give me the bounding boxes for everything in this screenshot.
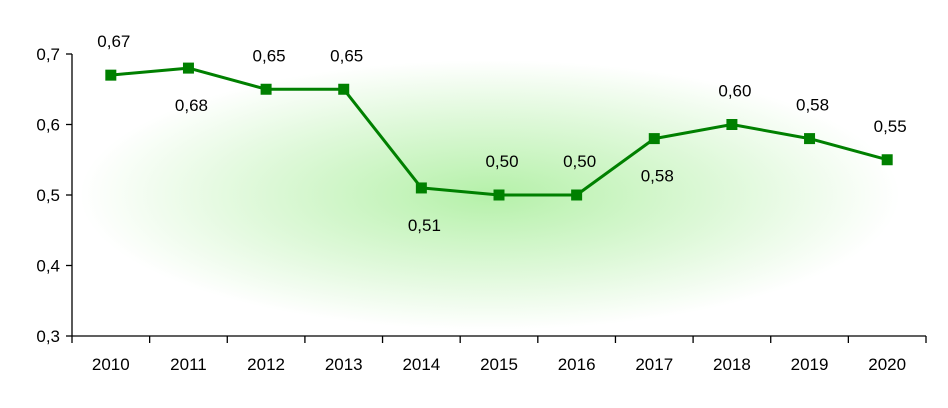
data-point-marker — [338, 83, 350, 95]
data-point-marker — [726, 119, 738, 130]
data-point-marker — [804, 133, 816, 145]
data-point-marker — [648, 133, 660, 145]
data-label: 0,67 — [97, 32, 130, 51]
y-tick-label: 0,6 — [36, 116, 60, 135]
y-tick-label: 0,4 — [36, 257, 60, 276]
data-label: 0,65 — [253, 46, 286, 65]
data-label: 0,55 — [874, 117, 907, 136]
x-tick-label: 2019 — [791, 355, 829, 374]
data-point-marker — [493, 189, 505, 201]
data-label: 0,58 — [641, 167, 674, 186]
data-label: 0,58 — [796, 96, 829, 115]
x-tick-label: 2014 — [402, 355, 440, 374]
x-tick-label: 2020 — [868, 355, 906, 374]
data-label: 0,50 — [485, 152, 518, 171]
x-tick-label: 2010 — [92, 355, 130, 374]
x-tick-label: 2016 — [558, 355, 596, 374]
data-point-marker — [881, 154, 893, 166]
data-point-marker — [415, 182, 427, 194]
data-labels: 0,67 0,68 0,65 0,65 0,51 0,50 0,50 0,58 0,60 0,58… — [97, 32, 906, 235]
y-tick-label: 0,5 — [36, 186, 60, 205]
data-point-marker — [105, 69, 117, 81]
y-tick-label: 0,7 — [36, 45, 60, 64]
data-point-marker — [182, 62, 194, 74]
series-layer — [105, 62, 893, 201]
x-tick-label: 2015 — [480, 355, 518, 374]
x-tick-label: 2013 — [325, 355, 363, 374]
data-label: 0,50 — [563, 152, 596, 171]
x-tick-label: 2017 — [635, 355, 673, 374]
y-tick-label: 0,3 — [36, 327, 60, 346]
axes: 0,3 0,4 0,5 0,6 0,7 2010 2011 2012 2013 2014 2015 2… — [36, 45, 927, 374]
data-point-marker — [260, 83, 272, 95]
x-tick-label: 2012 — [247, 355, 285, 374]
x-tick-label: 2011 — [170, 355, 207, 374]
data-label: 0,60 — [718, 82, 751, 101]
data-point-marker — [571, 189, 583, 201]
x-tick-label: 2018 — [713, 355, 751, 374]
data-label: 0,65 — [330, 46, 363, 65]
data-label: 0,51 — [408, 216, 441, 235]
data-label: 0,68 — [175, 96, 208, 115]
